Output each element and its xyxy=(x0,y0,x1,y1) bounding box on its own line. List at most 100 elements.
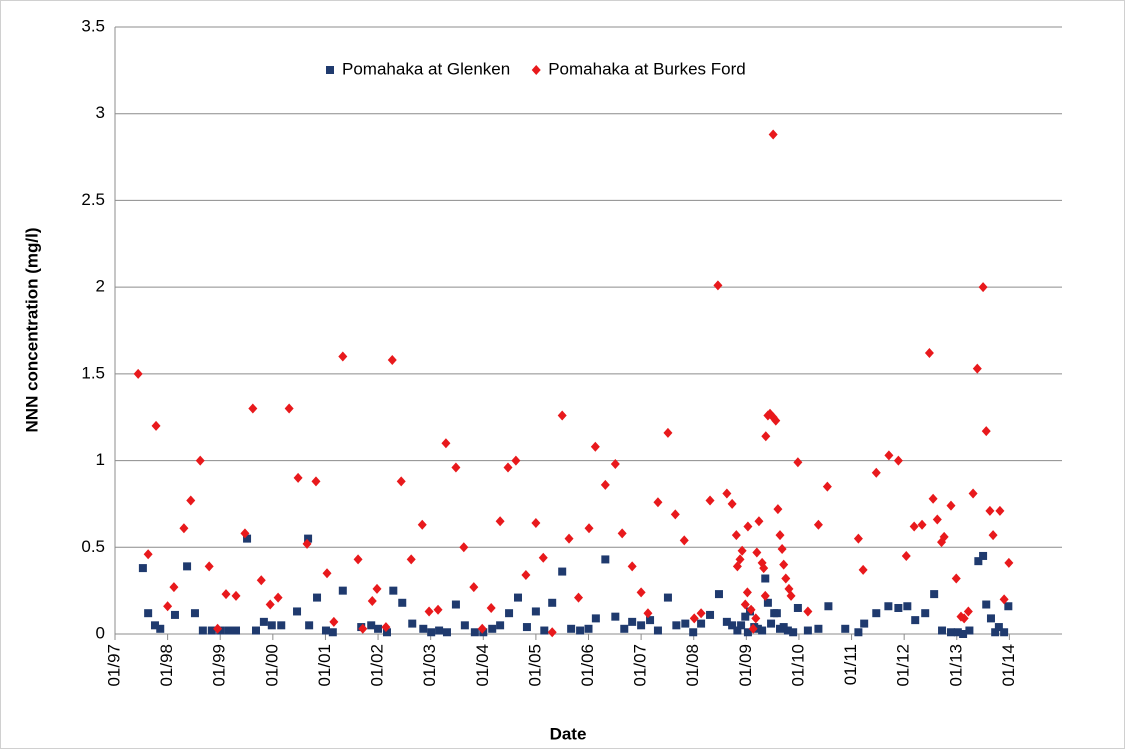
point xyxy=(903,602,912,611)
point xyxy=(547,627,557,638)
point xyxy=(760,590,770,601)
point xyxy=(531,607,540,616)
point xyxy=(442,628,451,637)
legend-label: Pomahaka at Burkes Ford xyxy=(548,59,745,78)
point xyxy=(995,505,1005,516)
point xyxy=(759,563,769,574)
point xyxy=(186,495,196,506)
point xyxy=(853,533,863,544)
point xyxy=(779,559,789,570)
point xyxy=(265,599,275,610)
point xyxy=(777,544,787,555)
x-tick-label: 01/99 xyxy=(210,644,229,687)
point xyxy=(793,457,803,468)
point xyxy=(387,354,397,365)
x-tick-label: 01/14 xyxy=(999,644,1018,687)
x-tick-label: 01/07 xyxy=(631,644,650,687)
point xyxy=(722,488,732,499)
point xyxy=(338,351,348,362)
x-axis-title: Date xyxy=(550,724,587,743)
point xyxy=(743,521,753,532)
point xyxy=(928,493,938,504)
point xyxy=(968,488,978,499)
x-tick-label: 01/03 xyxy=(420,644,439,687)
point xyxy=(374,624,383,633)
point xyxy=(1004,602,1013,611)
point xyxy=(911,616,920,625)
point xyxy=(284,403,294,414)
legend-marker xyxy=(531,65,541,75)
point xyxy=(151,420,161,431)
point xyxy=(748,623,758,634)
point xyxy=(477,623,487,634)
point xyxy=(232,626,241,635)
y-tick-label: 1 xyxy=(96,450,105,469)
point xyxy=(419,624,428,633)
point xyxy=(538,552,548,563)
point xyxy=(311,476,321,487)
point xyxy=(424,606,434,617)
point xyxy=(722,617,731,626)
point xyxy=(190,609,199,618)
point xyxy=(381,622,391,633)
point xyxy=(540,626,549,635)
point xyxy=(548,598,557,607)
point xyxy=(681,619,690,628)
x-tick-label: 01/98 xyxy=(157,644,176,687)
point xyxy=(321,626,330,635)
point xyxy=(884,602,893,611)
point xyxy=(531,518,541,529)
point xyxy=(143,549,153,560)
point xyxy=(617,528,627,539)
point xyxy=(584,624,593,633)
point xyxy=(939,531,949,542)
point xyxy=(653,497,663,508)
point xyxy=(979,551,988,560)
point xyxy=(824,602,833,611)
point xyxy=(600,479,610,490)
point xyxy=(670,509,680,520)
point xyxy=(304,534,313,543)
point xyxy=(743,628,752,637)
point xyxy=(779,623,788,632)
point xyxy=(251,626,260,635)
point xyxy=(727,498,737,509)
point xyxy=(746,604,756,615)
point xyxy=(243,534,252,543)
y-tick-label: 1.5 xyxy=(81,363,105,382)
point xyxy=(522,623,531,632)
point xyxy=(860,619,869,628)
point xyxy=(505,609,514,618)
point xyxy=(183,562,192,571)
point xyxy=(921,609,930,618)
point xyxy=(917,519,927,530)
point xyxy=(761,431,771,442)
point xyxy=(753,624,762,633)
point xyxy=(909,521,919,532)
point xyxy=(901,550,911,561)
point xyxy=(451,462,461,473)
point xyxy=(994,623,1003,632)
point xyxy=(754,516,764,527)
x-tick-label: 01/05 xyxy=(525,644,544,687)
point xyxy=(814,624,823,633)
point xyxy=(627,561,637,572)
point xyxy=(752,547,762,558)
point xyxy=(689,613,699,624)
point xyxy=(972,363,982,374)
point xyxy=(783,626,792,635)
point xyxy=(742,587,752,598)
point xyxy=(884,450,894,461)
point xyxy=(737,621,746,630)
point xyxy=(705,495,715,506)
y-tick-label: 3.5 xyxy=(81,16,105,35)
point xyxy=(946,500,956,511)
point xyxy=(953,628,962,637)
point xyxy=(893,455,903,466)
y-tick-label: 2 xyxy=(96,277,105,296)
point xyxy=(488,624,497,633)
point xyxy=(740,599,750,610)
point xyxy=(679,535,689,546)
point xyxy=(761,574,770,583)
point xyxy=(672,621,681,630)
